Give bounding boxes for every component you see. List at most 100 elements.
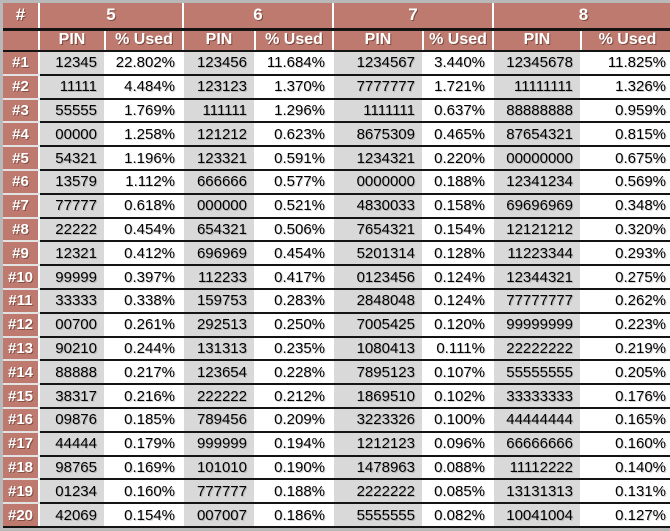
- table-row: #19 01234 0.160% 777777 0.188% 2222222 0.085% 1…: [3, 479, 670, 505]
- pin-cell: 88888: [38, 360, 105, 386]
- pct-used-cell: 0.165%: [580, 407, 670, 433]
- pin-cell: 123321: [182, 146, 255, 171]
- pct-used-cell: 0.675%: [580, 146, 670, 171]
- pin-cell: 11223344: [492, 241, 581, 267]
- table-row: #2 11111 4.484% 123123 1.370% 7777777 1.721% 11…: [3, 74, 670, 100]
- pin-cell: 121212: [182, 122, 255, 148]
- pct-used-cell: 0.220%: [422, 146, 493, 171]
- pin-cell: 1212123: [332, 431, 423, 457]
- rank-cell: #17: [3, 431, 39, 457]
- pin-cell: 222222: [182, 384, 255, 409]
- pct-used-cell: 0.205%: [580, 360, 670, 386]
- pct-used-cell: 0.506%: [254, 217, 333, 243]
- pct-used-cell: 0.569%: [580, 169, 670, 195]
- pin-cell: 69696969: [492, 193, 581, 219]
- pct-used-cell: 0.454%: [254, 241, 333, 267]
- pin-cell: 7777777: [332, 74, 423, 100]
- pin-cell: 55555555: [492, 360, 581, 386]
- pct-used-cell: 0.320%: [580, 217, 670, 243]
- pin-cell: 4830033: [332, 193, 423, 219]
- table-row: #5 54321 1.196% 123321 0.591% 1234321 0.220% 00…: [3, 146, 670, 171]
- table-row: #20 42069 0.154% 007007 0.186% 5555555 0.082% 1…: [3, 503, 670, 528]
- pct-used-cell: 0.454%: [104, 217, 183, 243]
- pin-cell: 13131313: [492, 479, 581, 505]
- pin-cell: 123456: [182, 51, 255, 76]
- pin-cell: 12121212: [492, 217, 581, 243]
- pin-cell: 789456: [182, 407, 255, 433]
- col-header-used-7: % Used: [422, 29, 493, 52]
- pct-used-cell: 0.176%: [580, 384, 670, 409]
- pct-used-cell: 0.169%: [104, 455, 183, 481]
- pct-used-cell: 0.959%: [580, 98, 670, 124]
- pct-used-cell: 0.815%: [580, 122, 670, 148]
- pin-cell: 1080413: [332, 336, 423, 362]
- pct-used-cell: 0.217%: [104, 360, 183, 386]
- pct-used-cell: 0.100%: [422, 407, 493, 433]
- pin-cell: 99999999: [492, 312, 581, 338]
- rank-cell: #15: [3, 384, 39, 409]
- pin-cell: 2222222: [332, 479, 423, 505]
- pct-used-cell: 0.521%: [254, 193, 333, 219]
- pin-cell: 007007: [182, 503, 255, 528]
- pin-cell: 696969: [182, 241, 255, 267]
- pin-cell: 5555555: [332, 503, 423, 528]
- pct-used-cell: 0.212%: [254, 384, 333, 409]
- pin-cell: 55555: [38, 98, 105, 124]
- pct-used-cell: 0.283%: [254, 288, 333, 314]
- pin-cell: 88888888: [492, 98, 581, 124]
- pct-used-cell: 0.120%: [422, 312, 493, 338]
- pin-cell: 666666: [182, 169, 255, 195]
- table-row: #4 00000 1.258% 121212 0.623% 8675309 0.465% 87…: [3, 122, 670, 148]
- pin-cell: 654321: [182, 217, 255, 243]
- pct-used-cell: 0.262%: [580, 288, 670, 314]
- pin-cell: 11111111: [492, 74, 581, 100]
- pct-used-cell: 0.124%: [422, 288, 493, 314]
- pin-cell: 5201314: [332, 241, 423, 267]
- pin-cell: 0000000: [332, 169, 423, 195]
- pct-used-cell: 0.275%: [580, 265, 670, 290]
- pct-used-cell: 1.196%: [104, 146, 183, 171]
- pct-used-cell: 0.348%: [580, 193, 670, 219]
- rank-cell: #20: [3, 503, 39, 528]
- pct-used-cell: 0.338%: [104, 288, 183, 314]
- pin-cell: 1111111: [332, 98, 423, 124]
- pct-used-cell: 0.154%: [422, 217, 493, 243]
- pin-cell: 0123456: [332, 265, 423, 290]
- pin-cell: 01234: [38, 479, 105, 505]
- table-row: #18 98765 0.169% 101010 0.190% 1478963 0.088% 1…: [3, 455, 670, 481]
- rank-cell: #7: [3, 193, 39, 219]
- rank-cell: #13: [3, 336, 39, 362]
- rank-cell: #2: [3, 74, 39, 100]
- group-header-7: 7: [332, 3, 493, 31]
- pin-cell: 13579: [38, 169, 105, 195]
- pct-used-cell: 0.082%: [422, 503, 493, 528]
- pct-used-cell: 0.131%: [580, 479, 670, 505]
- col-header-pin-6: PIN: [182, 29, 255, 52]
- pct-used-cell: 0.096%: [422, 431, 493, 457]
- pct-used-cell: 0.107%: [422, 360, 493, 386]
- rank-cell: #12: [3, 312, 39, 338]
- pct-used-cell: 1.258%: [104, 122, 183, 148]
- pin-cell: 131313: [182, 336, 255, 362]
- pin-cell: 12344321: [492, 265, 581, 290]
- pin-cell: 1869510: [332, 384, 423, 409]
- pin-cell: 00700: [38, 312, 105, 338]
- rank-cell: #5: [3, 146, 39, 171]
- col-header-used-6: % Used: [254, 29, 333, 52]
- rank-cell: #19: [3, 479, 39, 505]
- pin-length-header-row: # 5 6 7 8: [3, 3, 670, 31]
- pin-cell: 10041004: [492, 503, 581, 528]
- pct-used-cell: 0.228%: [254, 360, 333, 386]
- table-row: #1 12345 22.802% 123456 11.684% 1234567 3.440%…: [3, 51, 670, 76]
- pct-used-cell: 0.186%: [254, 503, 333, 528]
- pin-cell: 42069: [38, 503, 105, 528]
- pct-used-cell: 0.179%: [104, 431, 183, 457]
- pin-cell: 292513: [182, 312, 255, 338]
- pct-used-cell: 1.370%: [254, 74, 333, 100]
- pct-used-cell: 0.111%: [422, 336, 493, 362]
- col-header-used-8: % Used: [580, 29, 670, 52]
- table-row: #3 55555 1.769% 111111 1.296% 1111111 0.637% 88…: [3, 98, 670, 124]
- pin-cell: 112233: [182, 265, 255, 290]
- pct-used-cell: 0.088%: [422, 455, 493, 481]
